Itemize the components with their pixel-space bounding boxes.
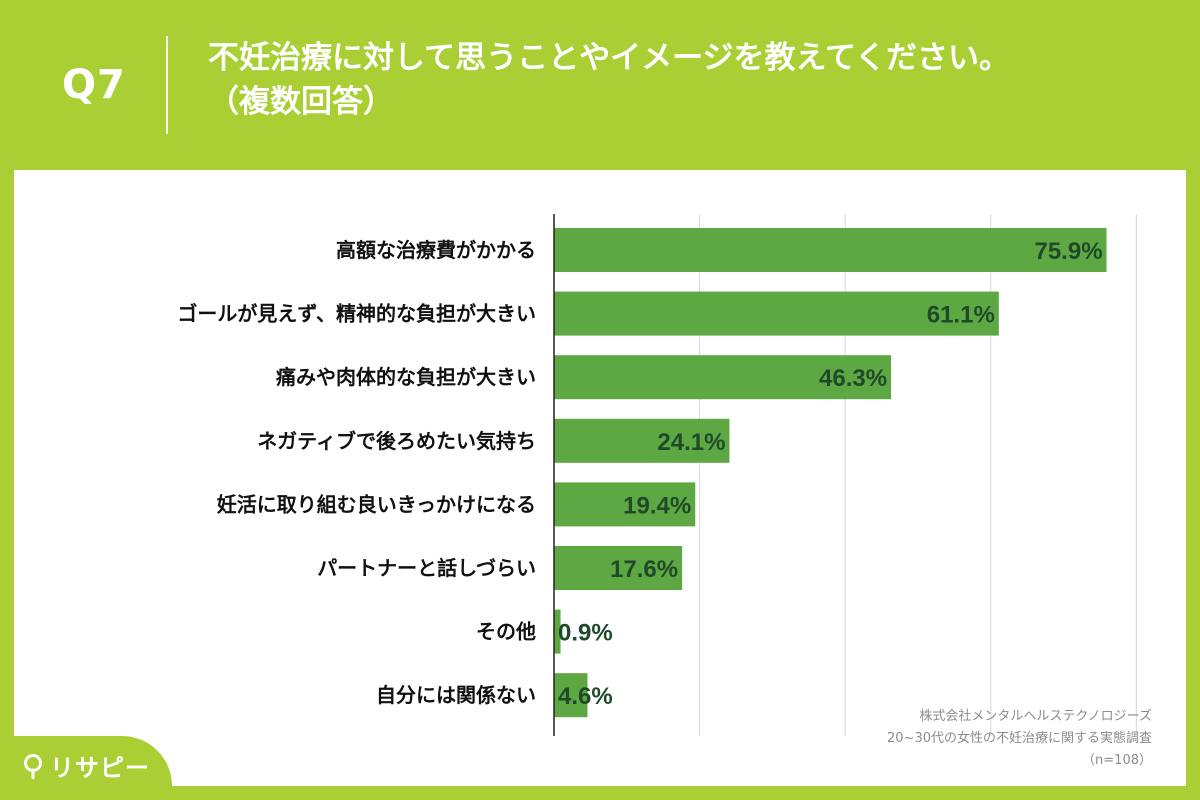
category-label: 痛みや肉体的な負担が大きい bbox=[276, 365, 536, 389]
value-label: 0.9% bbox=[558, 620, 613, 647]
bar bbox=[554, 291, 999, 336]
category-label: その他 bbox=[476, 620, 536, 644]
source-company: 株式会社メンタルヘルステクノロジーズ bbox=[919, 709, 1152, 724]
bar bbox=[554, 546, 683, 590]
source-sample: （n=108） bbox=[1082, 753, 1152, 768]
brand-logo: リサピー bbox=[22, 748, 150, 783]
value-label: 24.1% bbox=[657, 429, 725, 456]
pin-icon bbox=[24, 753, 42, 779]
value-label: 19.4% bbox=[623, 492, 691, 519]
source-survey: 20~30代の女性の不妊治療に関する実態調査 bbox=[887, 731, 1152, 746]
question-number: Q7 bbox=[62, 62, 126, 108]
bar bbox=[554, 482, 696, 527]
question-title-text: 不妊治療に対して思うことやイメージを教えてください。 bbox=[208, 40, 1010, 76]
value-label: 75.9% bbox=[1034, 238, 1102, 265]
bar-chart: 高額な治療費がかかる 75.9% ゴールが見えず、精神的な負担が大きい 61.1% 痛み… bbox=[177, 214, 1137, 736]
header: Q7 不妊治療に対して思うことやイメージを教えてください。 （複数回答） bbox=[0, 0, 1200, 170]
category-label: 高額な治療費がかかる bbox=[336, 238, 536, 262]
bar bbox=[554, 418, 730, 463]
category-label: 妊活に取り組む良いきっかけになる bbox=[217, 492, 536, 516]
value-label: 4.6% bbox=[558, 683, 613, 710]
chart-panel: 高額な治療費がかかる 75.9% ゴールが見えず、精神的な負担が大きい 61.1% 痛み… bbox=[14, 170, 1186, 786]
value-label: 46.3% bbox=[819, 365, 887, 392]
category-label: 自分には関係ない bbox=[376, 683, 536, 707]
value-label: 17.6% bbox=[610, 556, 678, 583]
bar bbox=[554, 228, 1107, 272]
header-divider bbox=[166, 36, 168, 134]
logo-text: リサピー bbox=[50, 754, 150, 782]
category-label: パートナーと話しづらい bbox=[317, 556, 536, 580]
bar bbox=[554, 673, 588, 718]
value-label: 61.1% bbox=[927, 302, 995, 329]
question-title: 不妊治療に対して思うことやイメージを教えてください。 （複数回答） bbox=[208, 36, 1168, 124]
category-label: ネガティブで後ろめたい気持ち bbox=[257, 429, 536, 453]
bar bbox=[554, 355, 892, 400]
question-subtitle: （複数回答） bbox=[208, 84, 394, 120]
source-note: 株式会社メンタルヘルステクノロジーズ 20~30代の女性の不妊治療に関する実態調… bbox=[887, 706, 1152, 772]
category-label: ゴールが見えず、精神的な負担が大きい bbox=[177, 302, 536, 326]
bar bbox=[554, 609, 561, 654]
